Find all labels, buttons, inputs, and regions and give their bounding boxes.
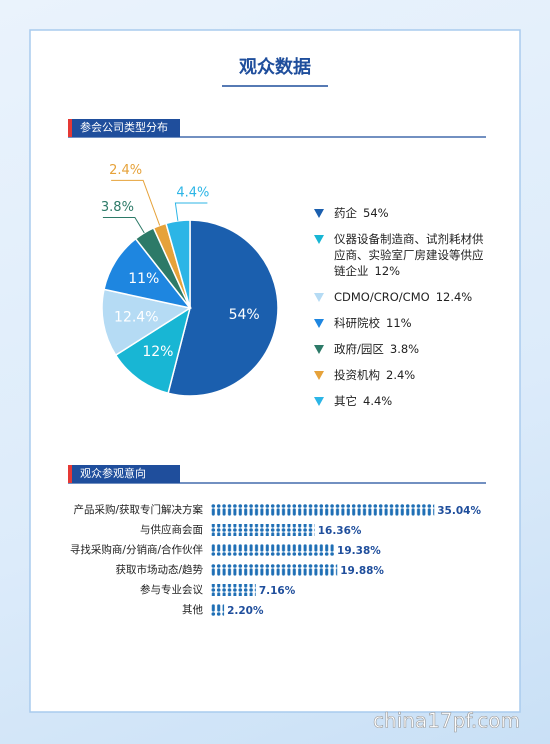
- legend-name: 政府/园区: [334, 342, 384, 356]
- pie-slice: [114, 306, 192, 395]
- legend-item: 仪器设备制造商、试剂耗材供应商、实验室厂房建设等供应链企业 12%: [314, 231, 504, 279]
- slice-label: 2.4%: [109, 163, 142, 178]
- legend-text: 科研院校 11%: [334, 315, 412, 331]
- category-label: 寻找采购商/分销商/合作伙伴: [70, 543, 204, 556]
- value-label: 7.16%: [259, 585, 296, 597]
- section-badge-accent: [68, 465, 72, 483]
- pie-slice: [101, 288, 192, 357]
- legend-marker: [314, 345, 324, 354]
- legend-value: 12.4%: [435, 290, 473, 304]
- category-label: 获取市场动态/趋势: [115, 563, 203, 576]
- legend-name: 其它: [334, 394, 357, 408]
- legend-marker: [314, 235, 324, 244]
- legend: 药企 54% 仪器设备制造商、试剂耗材供应商、实验室厂房建设等供应链企业 12% CDM…: [314, 205, 504, 419]
- value-label: 16.36%: [318, 525, 362, 537]
- value-label: 35.04%: [437, 505, 481, 517]
- legend-value: 4.4%: [363, 394, 393, 408]
- slice-label: 12%: [142, 344, 173, 360]
- leader-line: [111, 179, 161, 226]
- leader-line: [174, 202, 208, 221]
- pictogram-bar: [210, 564, 338, 576]
- watermark: china17pf.com: [373, 709, 520, 733]
- page-title: 观众数据: [239, 56, 311, 78]
- pictogram-bar: [210, 604, 225, 616]
- legend-text: CDMO/CRO/CMO 12.4%: [334, 289, 472, 305]
- slice-label: 3.8%: [101, 200, 134, 215]
- legend-marker: [314, 293, 324, 302]
- legend-marker: [314, 209, 324, 218]
- legend-marker: [314, 397, 324, 406]
- legend-item: 药企 54%: [314, 205, 504, 221]
- category-label: 其他: [182, 603, 203, 616]
- slice-label: 11%: [128, 271, 159, 287]
- legend-name: 药企: [334, 206, 357, 220]
- legend-text: 仪器设备制造商、试剂耗材供应商、实验室厂房建设等供应链企业 12%: [334, 231, 484, 279]
- slice-label: 4.4%: [176, 186, 209, 201]
- category-label: 与供应商会面: [140, 523, 203, 536]
- legend-item: 其它 4.4%: [314, 393, 504, 409]
- legend-value: 3.8%: [389, 342, 420, 356]
- legend-marker: [314, 371, 324, 380]
- leader-line: [102, 216, 145, 234]
- legend-name: CDMO/CRO/CMO: [334, 290, 430, 304]
- value-label: 2.20%: [227, 605, 264, 617]
- legend-text: 政府/园区 3.8%: [334, 341, 419, 357]
- slice-label: 12.4%: [114, 310, 158, 326]
- legend-item: 科研院校 11%: [314, 315, 504, 331]
- legend-value: 2.4%: [386, 368, 416, 382]
- legend-value: 11%: [386, 316, 412, 330]
- legend-text: 投资机构 2.4%: [334, 367, 415, 383]
- legend-name: 科研院校: [334, 316, 380, 330]
- section-badge-accent: [68, 119, 72, 137]
- legend-value: 54%: [363, 206, 389, 220]
- pictogram-bar: [210, 544, 335, 556]
- legend-marker: [314, 319, 324, 328]
- slice-label: 54%: [229, 307, 260, 323]
- legend-text: 药企 54%: [334, 205, 389, 221]
- section-title: 观众参观意向: [80, 466, 146, 480]
- value-label: 19.88%: [340, 565, 384, 577]
- pictogram-bar: [210, 504, 435, 516]
- value-label: 19.38%: [337, 545, 381, 557]
- legend-item: 投资机构 2.4%: [314, 367, 504, 383]
- category-label: 产品采购/获取专门解决方案: [73, 503, 203, 516]
- legend-name: 仪器设备制造商、试剂耗材供应商、实验室厂房建设等供应链企业: [334, 232, 484, 278]
- pictogram-bar: [210, 584, 256, 596]
- pie-slice: [165, 219, 191, 309]
- legend-value: 12%: [374, 264, 401, 278]
- section-badge: [68, 465, 180, 483]
- category-label: 参与专业会议: [140, 583, 203, 596]
- pictogram-bar: [210, 524, 315, 536]
- legend-name: 投资机构: [334, 368, 380, 382]
- legend-text: 其它 4.4%: [334, 393, 392, 409]
- section-title: 参会公司类型分布: [80, 120, 168, 134]
- card: [29, 29, 521, 713]
- legend-item: 政府/园区 3.8%: [314, 341, 504, 357]
- section-badge: [68, 119, 180, 137]
- legend-item: CDMO/CRO/CMO 12.4%: [314, 289, 504, 305]
- pie-slice: [167, 219, 279, 397]
